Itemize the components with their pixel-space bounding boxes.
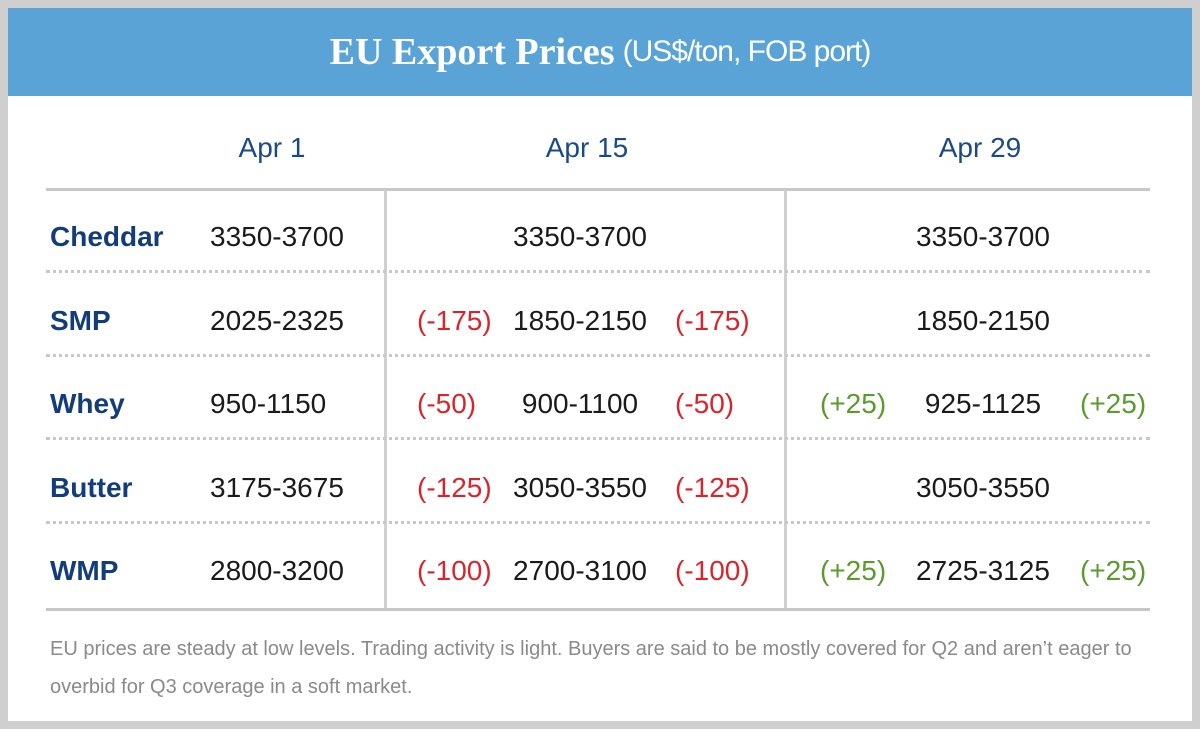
product-label: Whey bbox=[50, 388, 125, 419]
price-change: (+25) bbox=[1080, 388, 1147, 419]
price-range: 3350-3700 bbox=[916, 221, 1050, 252]
column-header: Apr 29 bbox=[938, 132, 1022, 163]
price-range: 2725-3125 bbox=[916, 555, 1050, 586]
price-change: (-50) bbox=[675, 388, 735, 419]
footnote: EU prices are steady at low levels. Trad… bbox=[50, 638, 1132, 698]
price-range: 2025-2325 bbox=[210, 304, 344, 336]
product-label: WMP bbox=[50, 555, 119, 586]
row-divider bbox=[46, 437, 1150, 440]
price-range: 3175-3675 bbox=[210, 471, 344, 503]
price-change: (-175) bbox=[417, 304, 492, 336]
price-change: (+25) bbox=[820, 555, 887, 586]
price-range: 950-1150 bbox=[210, 388, 327, 419]
price-range: 2700-3100 bbox=[513, 555, 647, 586]
price-change: (+25) bbox=[820, 388, 887, 419]
product-label: Butter bbox=[50, 471, 133, 503]
price-range: 3050-3550 bbox=[513, 471, 647, 503]
column-header: Apr 15 bbox=[545, 132, 629, 163]
price-change: (+25) bbox=[1080, 555, 1147, 586]
price-change: (-50) bbox=[417, 388, 477, 419]
subtitle: (US$/ton, FOB port) bbox=[622, 35, 872, 68]
price-range: 1850-2150 bbox=[916, 304, 1050, 336]
price-change: (-100) bbox=[417, 555, 492, 586]
price-change: (-125) bbox=[675, 471, 750, 503]
bottom-rule bbox=[46, 608, 1150, 611]
price-change: (-100) bbox=[675, 555, 750, 586]
price-range: 925-1125 bbox=[924, 388, 1042, 419]
product-label: Cheddar bbox=[50, 221, 164, 252]
price-change: (-125) bbox=[417, 471, 492, 503]
title-bar: EU Export Prices (US$/ton, FOB port) bbox=[8, 8, 1192, 96]
row-divider bbox=[46, 354, 1150, 357]
row-divider bbox=[46, 270, 1150, 273]
product-label: SMP bbox=[50, 304, 111, 336]
column-header: Apr 1 bbox=[238, 132, 306, 163]
title: EU Export Prices bbox=[329, 31, 615, 73]
price-range: 1850-2150 bbox=[513, 304, 647, 336]
price-range: 3350-3700 bbox=[210, 221, 344, 252]
price-change: (-175) bbox=[675, 304, 750, 336]
row-divider bbox=[46, 521, 1150, 524]
column-divider bbox=[784, 190, 787, 608]
price-range: 2800-3200 bbox=[210, 555, 344, 586]
price-range: 900-1100 bbox=[521, 388, 639, 419]
column-divider bbox=[384, 190, 387, 608]
header-rule bbox=[46, 188, 1150, 191]
price-range: 3050-3550 bbox=[916, 471, 1050, 503]
price-range: 3350-3700 bbox=[513, 221, 647, 252]
